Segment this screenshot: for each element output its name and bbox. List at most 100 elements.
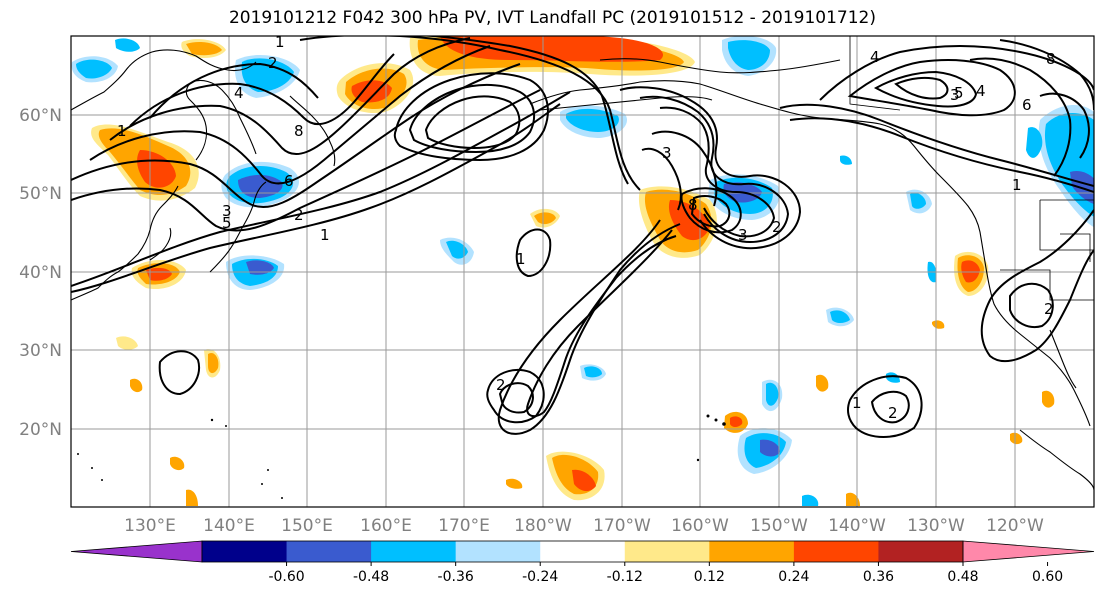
latitude-labels: 20°N 30°N 40°N 50°N 60°N [19, 106, 62, 440]
colorbar-segment [202, 541, 288, 562]
colorbar-tick-label: 0.60 [1032, 569, 1063, 585]
negative-anomaly-east-japan [226, 255, 285, 290]
contour-tongue-3 [486, 369, 545, 424]
contour-ne-3 [873, 70, 978, 108]
positive-anomaly-california [954, 251, 989, 296]
lon-label: 140°W [828, 516, 886, 536]
lon-label: 180°W [514, 516, 572, 536]
contour-ne-8 [999, 39, 1094, 111]
colorbar: -0.60 -0.48 -0.36 -0.24 -0.12 0.12 0.24 0.36 0.4… [70, 540, 1095, 585]
contour-label: 3 [950, 86, 960, 104]
contour-label: 3 [662, 144, 672, 162]
lon-label: 130°W [907, 516, 965, 536]
colorbar-segment [540, 541, 626, 562]
contour-jet-7 [129, 53, 395, 127]
shaded-anomaly-fields [71, 36, 1094, 506]
contour-ne-2 [847, 59, 1016, 117]
contour-label: 8 [688, 196, 698, 214]
coast-japan [209, 181, 267, 273]
contour-jet-3 [71, 89, 541, 232]
contour-label: 6 [1022, 96, 1032, 114]
contour-loop-south-2 [847, 375, 923, 438]
contour-ne-4 [894, 76, 949, 100]
contour-label: 2 [888, 404, 898, 422]
contour-label: 1 [1012, 176, 1022, 194]
coast-asia [71, 49, 257, 111]
contour-east-1 [980, 209, 1094, 363]
contour-label: 2 [772, 218, 782, 236]
contour-tongue-1 [497, 219, 681, 435]
contour-label: 6 [284, 172, 294, 190]
contour-label: 3 [738, 226, 748, 244]
positive-anomaly-arctic [409, 36, 695, 76]
lat-label: 50°N [19, 184, 62, 204]
contour-jet-8 [149, 62, 319, 119]
contour-loop-south-3 [870, 390, 910, 424]
contour-arc-2 [330, 36, 629, 185]
coastlines [71, 49, 1094, 491]
colorbar-segment [455, 541, 541, 562]
colorbar-extend-low [70, 540, 203, 563]
contour-trough-5 [690, 195, 731, 228]
anomaly-hawaii-region [724, 379, 792, 474]
coast-korea [149, 227, 172, 261]
contour-tongue-4 [498, 382, 534, 414]
colorbar-segment [709, 541, 795, 562]
contour-labels: 1 1 1 1 1 1 2 2 2 2 2 2 3 3 3 3 4 4 4 5 … [117, 33, 1056, 422]
contour-label: 1 [320, 226, 330, 244]
contour-jet-4 [71, 63, 521, 209]
lon-label: 170°E [438, 516, 490, 536]
map-frame [70, 35, 1095, 508]
contour-ridge-3 [424, 95, 521, 150]
colorbar-tick-label: -0.12 [607, 569, 643, 585]
colorbar-tick-label: -0.24 [522, 569, 558, 585]
colorbar-tick-label: 0.12 [694, 569, 725, 585]
contour-label: 4 [976, 82, 986, 100]
colorbar-segment [624, 541, 710, 562]
lat-label: 60°N [19, 106, 62, 126]
negative-anomaly-japan [221, 161, 299, 208]
contour-trough-1 [619, 86, 802, 250]
coast-arctic [599, 58, 841, 74]
coast-kamchatka [289, 95, 336, 167]
lat-label: 30°N [19, 341, 62, 361]
contour-tongue-2 [526, 229, 677, 418]
contour-label: 5 [222, 214, 232, 232]
contour-label: 4 [234, 84, 244, 102]
contour-jet-6 [109, 37, 471, 155]
negative-anomaly-gulf [708, 174, 780, 220]
colorbar-tick-label: 0.48 [947, 569, 978, 585]
colorbar-segment [371, 541, 457, 562]
lon-label: 150°E [281, 516, 333, 536]
lon-label: 130°E [124, 516, 176, 536]
colorbar-tick-label: -0.36 [438, 569, 474, 585]
colorbar-segment [286, 541, 372, 562]
coast-mexico [1019, 429, 1094, 491]
contour-loop-south-1 [158, 350, 200, 396]
colorbar-tick-label: 0.24 [778, 569, 809, 585]
contour-loop-central [515, 228, 552, 278]
lat-label: 40°N [19, 263, 62, 283]
contour-label: 5 [954, 84, 964, 102]
contour-trough-7 [651, 130, 718, 207]
contour-label: 3 [222, 202, 232, 220]
colorbar-ticks: -0.60 -0.48 -0.36 -0.24 -0.12 0.12 0.24 0.36 0.4… [268, 562, 1063, 585]
lon-label: 160°E [360, 516, 412, 536]
positive-anomaly-gulf [638, 186, 717, 258]
contour-label: 2 [1044, 300, 1054, 318]
lon-label: 140°E [203, 516, 255, 536]
contour-label: 1 [275, 33, 285, 51]
contour-arc-1 [299, 36, 641, 191]
contour-label: 1 [117, 122, 127, 140]
contour-label: 8 [1046, 50, 1056, 68]
pv-contours [71, 36, 1094, 438]
colorbar-tick-label: 0.36 [863, 569, 894, 585]
contour-ne-9 [1039, 92, 1090, 159]
contour-label: 1 [516, 250, 526, 268]
map-title: 2019101212 F042 300 hPa PV, IVT Landfall… [228, 8, 876, 28]
contour-east-2 [1009, 282, 1054, 328]
small-anomaly-blobs [71, 38, 1055, 506]
colorbar-segment [793, 541, 879, 562]
contour-jet-5 [89, 45, 491, 185]
